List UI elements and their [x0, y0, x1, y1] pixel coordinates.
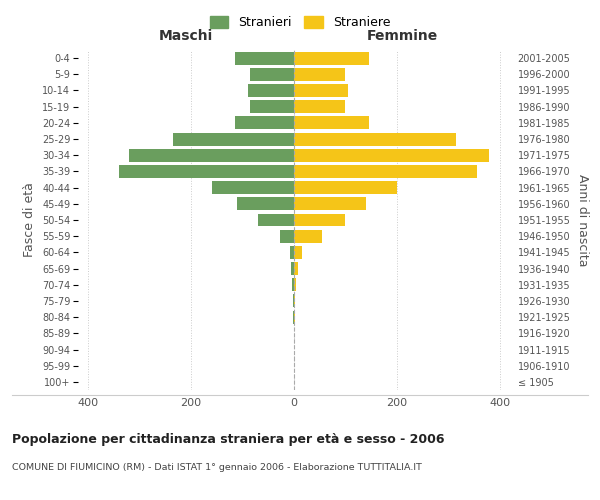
Bar	[294, 116, 368, 130]
Bar	[235, 116, 294, 130]
Bar	[293, 310, 294, 324]
Bar	[294, 52, 368, 64]
Text: Popolazione per cittadinanza straniera per età e sesso - 2006: Popolazione per cittadinanza straniera p…	[12, 432, 445, 446]
Bar	[294, 149, 490, 162]
Bar	[173, 132, 294, 145]
Bar	[294, 262, 298, 275]
Bar	[294, 230, 322, 242]
Legend: Stranieri, Straniere: Stranieri, Straniere	[205, 11, 395, 34]
Bar	[294, 132, 456, 145]
Bar	[290, 246, 294, 259]
Bar	[294, 165, 476, 178]
Bar	[238, 198, 294, 210]
Bar	[250, 68, 294, 81]
Bar	[294, 84, 348, 97]
Bar	[119, 165, 294, 178]
Y-axis label: Anni di nascita: Anni di nascita	[576, 174, 589, 266]
Bar	[292, 278, 294, 291]
Bar	[294, 278, 296, 291]
Bar	[294, 294, 295, 308]
Bar	[212, 181, 294, 194]
Bar	[294, 100, 346, 113]
Bar	[130, 149, 294, 162]
Bar	[294, 181, 397, 194]
Bar	[248, 84, 294, 97]
Bar	[250, 100, 294, 113]
Bar	[294, 214, 346, 226]
Text: COMUNE DI FIUMICINO (RM) - Dati ISTAT 1° gennaio 2006 - Elaborazione TUTTITALIA.: COMUNE DI FIUMICINO (RM) - Dati ISTAT 1°…	[12, 462, 422, 471]
Bar	[280, 230, 294, 242]
Bar	[258, 214, 294, 226]
Bar	[235, 52, 294, 64]
Text: Femmine: Femmine	[367, 29, 437, 43]
Y-axis label: Fasce di età: Fasce di età	[23, 182, 37, 258]
Bar	[292, 262, 294, 275]
Bar	[294, 198, 366, 210]
Text: Maschi: Maschi	[159, 29, 213, 43]
Bar	[293, 294, 294, 308]
Bar	[294, 246, 302, 259]
Bar	[294, 310, 295, 324]
Bar	[294, 68, 346, 81]
